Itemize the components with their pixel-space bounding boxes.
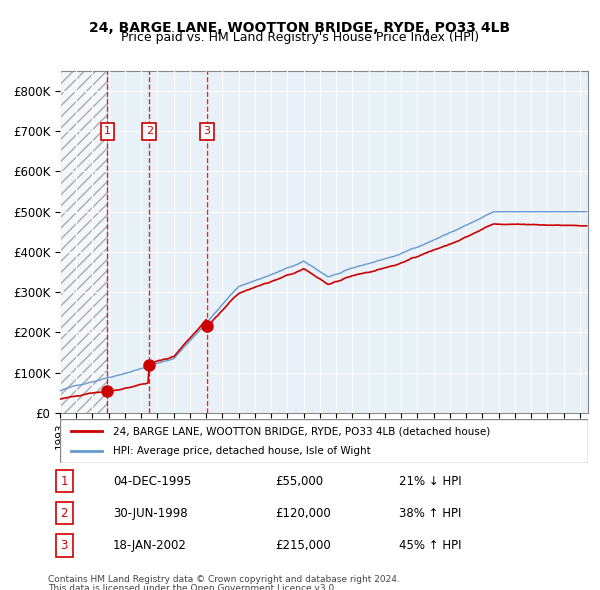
Text: 3: 3 <box>203 126 211 136</box>
FancyBboxPatch shape <box>60 419 588 463</box>
Bar <box>60 71 107 413</box>
Text: £55,000: £55,000 <box>275 474 323 488</box>
Text: Price paid vs. HM Land Registry's House Price Index (HPI): Price paid vs. HM Land Registry's House … <box>121 31 479 44</box>
Text: 3: 3 <box>61 539 68 552</box>
Text: HPI: Average price, detached house, Isle of Wight: HPI: Average price, detached house, Isle… <box>113 446 371 455</box>
Text: 2: 2 <box>146 126 153 136</box>
Text: 04-DEC-1995: 04-DEC-1995 <box>113 474 191 488</box>
Bar <box>60 71 107 413</box>
Text: 24, BARGE LANE, WOOTTON BRIDGE, RYDE, PO33 4LB (detached house): 24, BARGE LANE, WOOTTON BRIDGE, RYDE, PO… <box>113 427 490 436</box>
Text: 18-JAN-2002: 18-JAN-2002 <box>113 539 187 552</box>
Text: This data is licensed under the Open Government Licence v3.0.: This data is licensed under the Open Gov… <box>48 584 337 590</box>
Text: £120,000: £120,000 <box>275 507 331 520</box>
Text: 1: 1 <box>104 126 111 136</box>
Text: 30-JUN-1998: 30-JUN-1998 <box>113 507 187 520</box>
Text: 45% ↑ HPI: 45% ↑ HPI <box>399 539 461 552</box>
Text: 38% ↑ HPI: 38% ↑ HPI <box>399 507 461 520</box>
Text: 1: 1 <box>61 474 68 488</box>
Text: 24, BARGE LANE, WOOTTON BRIDGE, RYDE, PO33 4LB: 24, BARGE LANE, WOOTTON BRIDGE, RYDE, PO… <box>89 21 511 35</box>
Text: £215,000: £215,000 <box>275 539 331 552</box>
Text: 21% ↓ HPI: 21% ↓ HPI <box>399 474 461 488</box>
Text: 2: 2 <box>61 507 68 520</box>
Text: Contains HM Land Registry data © Crown copyright and database right 2024.: Contains HM Land Registry data © Crown c… <box>48 575 400 584</box>
